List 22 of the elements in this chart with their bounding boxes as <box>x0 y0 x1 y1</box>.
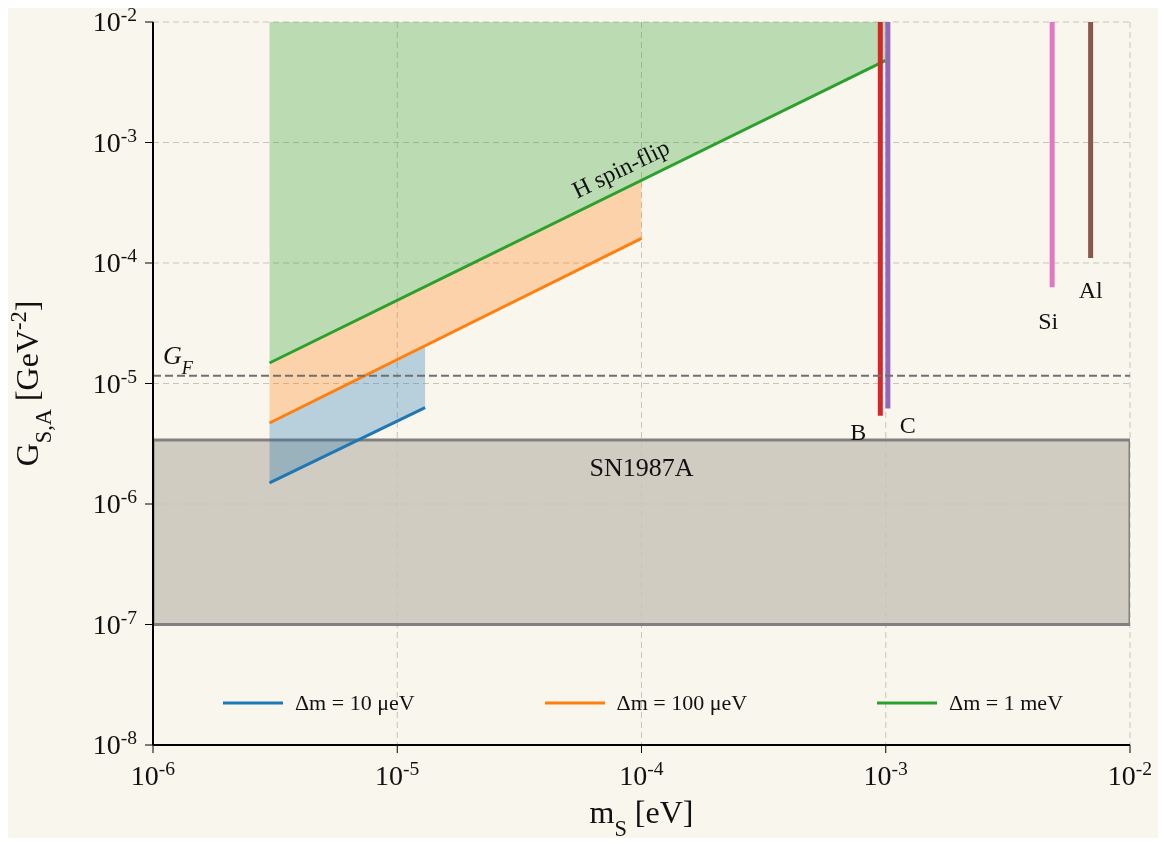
legend-label: Δm = 1 meV <box>949 690 1064 716</box>
x-tick-label: 10$^{-4}$ <box>619 757 664 791</box>
y-tick-label: 10$^{-5}$ <box>92 365 138 399</box>
x-axis-title: m$_{S}$ [eV] <box>589 794 694 841</box>
y-tick-label: 10$^{-6}$ <box>92 485 138 519</box>
y-tick-label: 10$^{-4}$ <box>92 244 138 278</box>
annotation: Si <box>1038 308 1059 335</box>
y-tick-label: 10$^{-3}$ <box>92 124 138 158</box>
y-tick-label: 10$^{-7}$ <box>92 606 138 640</box>
x-tick-label: 10$^{-5}$ <box>375 757 420 791</box>
legend-label: Δm = 100 μeV <box>616 690 748 716</box>
x-tick-label: 10$^{-2}$ <box>1107 757 1153 791</box>
legend-label: Δm = 10 μeV <box>294 690 415 716</box>
band-label: SN1987A <box>589 452 694 482</box>
y-tick-label: 10$^{-2}$ <box>92 3 137 37</box>
x-tick-label: 10$^{-3}$ <box>863 757 909 791</box>
annotation: B <box>850 418 867 445</box>
y-tick-label: 10$^{-8}$ <box>92 726 138 760</box>
annotation: Al <box>1078 277 1103 304</box>
x-tick-label: 10$^{-6}$ <box>130 757 176 791</box>
annotation: C <box>899 411 916 438</box>
ref-line-label: G$_{F}$ <box>163 340 194 378</box>
